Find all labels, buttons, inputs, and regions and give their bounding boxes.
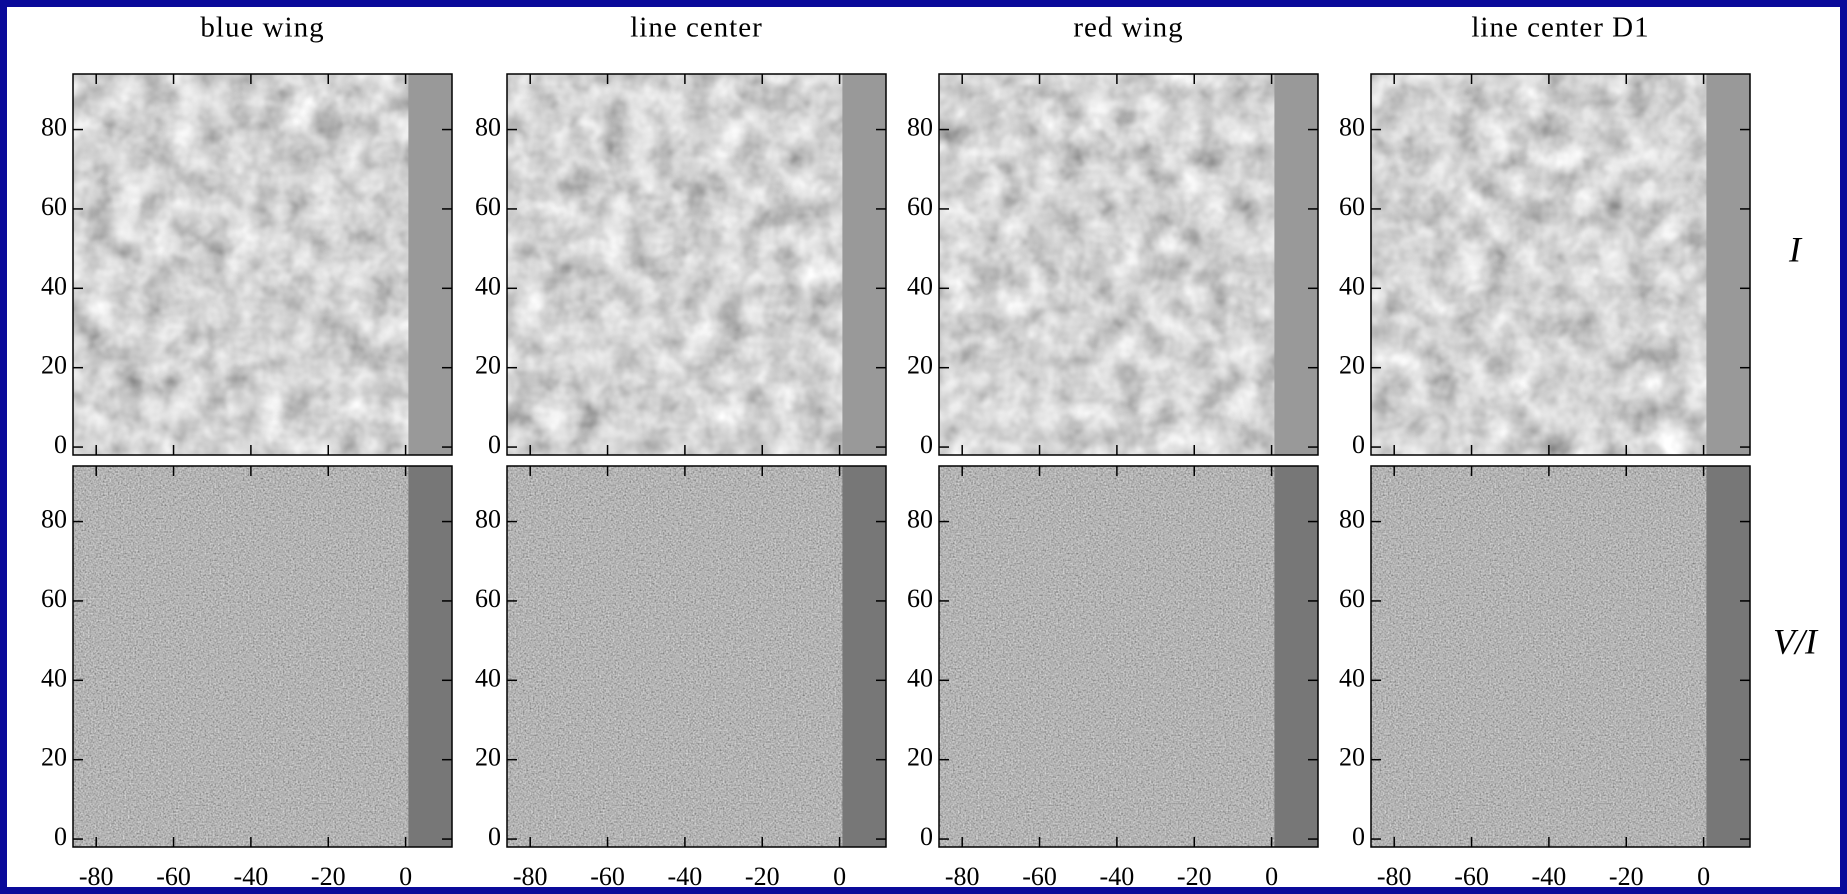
row-label: V/I xyxy=(1773,621,1819,661)
y-tick-label: 20 xyxy=(907,351,933,380)
y-tick-label: 80 xyxy=(1339,505,1365,534)
image-panel xyxy=(939,466,1318,847)
y-tick-label: 0 xyxy=(920,430,933,459)
y-tick-label: 40 xyxy=(907,271,933,300)
limb-strip xyxy=(1274,466,1318,847)
x-tick-label: -80 xyxy=(945,862,980,891)
panel-frame xyxy=(1370,73,1751,456)
limb-strip xyxy=(842,466,886,847)
y-tick-label: 60 xyxy=(1339,584,1365,613)
x-tick-label: -60 xyxy=(1022,862,1057,891)
limb-strip xyxy=(408,74,452,455)
row-label: I xyxy=(1788,229,1803,269)
image-panel xyxy=(73,74,452,455)
y-tick-label: 0 xyxy=(920,822,933,851)
y-tick-label: 60 xyxy=(907,192,933,221)
y-tick-label: 40 xyxy=(41,663,67,692)
panel-frame xyxy=(506,73,887,456)
panels: blue wing 0 20 40 60 80 0 20 40 60 80 -80 -60 -40 -20 0… xyxy=(41,12,1819,891)
x-tick-label: -20 xyxy=(1177,862,1212,891)
x-tick-label: 0 xyxy=(833,862,846,891)
x-tick-label: -80 xyxy=(79,862,114,891)
x-tick-label: 0 xyxy=(1265,862,1278,891)
x-tick-label: -40 xyxy=(1532,862,1567,891)
image-panel xyxy=(507,74,886,455)
y-tick-label: 20 xyxy=(41,743,67,772)
y-tick-label: 0 xyxy=(54,822,67,851)
image-panel xyxy=(507,466,886,847)
y-tick-label: 80 xyxy=(475,505,501,534)
x-tick-label: -40 xyxy=(668,862,703,891)
x-tick-label: 0 xyxy=(399,862,412,891)
y-tick-label: 80 xyxy=(1339,113,1365,142)
y-tick-label: 60 xyxy=(475,192,501,221)
panel-frame xyxy=(506,465,887,848)
column-title: blue wing xyxy=(200,12,324,44)
y-tick-label: 60 xyxy=(1339,192,1365,221)
y-tick-label: 40 xyxy=(907,663,933,692)
y-tick-label: 20 xyxy=(475,351,501,380)
image-panel xyxy=(939,74,1318,455)
image-panel xyxy=(1371,74,1750,455)
y-tick-label: 0 xyxy=(1352,430,1365,459)
y-tick-label: 0 xyxy=(488,822,501,851)
panel-frame xyxy=(938,465,1319,848)
y-tick-label: 40 xyxy=(1339,663,1365,692)
x-tick-label: -40 xyxy=(234,862,269,891)
x-tick-label: -20 xyxy=(311,862,346,891)
y-tick-label: 80 xyxy=(907,113,933,142)
image-panel xyxy=(1371,466,1750,847)
panel-frame xyxy=(1370,465,1751,848)
column-title: red wing xyxy=(1073,12,1183,44)
y-tick-label: 0 xyxy=(54,430,67,459)
panel-frame xyxy=(72,465,453,848)
x-tick-label: 0 xyxy=(1697,862,1710,891)
x-tick-label: -80 xyxy=(513,862,548,891)
x-tick-label: -20 xyxy=(1609,862,1644,891)
panel-frame xyxy=(938,73,1319,456)
y-tick-label: 80 xyxy=(907,505,933,534)
y-tick-label: 80 xyxy=(41,505,67,534)
y-tick-label: 20 xyxy=(1339,351,1365,380)
y-tick-label: 40 xyxy=(41,271,67,300)
x-tick-label: -40 xyxy=(1100,862,1135,891)
y-tick-label: 60 xyxy=(907,584,933,613)
x-tick-label: -80 xyxy=(1377,862,1412,891)
x-tick-label: -60 xyxy=(1454,862,1489,891)
column-title: line center xyxy=(630,12,763,44)
column-title: line center D1 xyxy=(1471,12,1649,44)
y-tick-label: 40 xyxy=(475,271,501,300)
limb-strip xyxy=(1706,74,1750,455)
limb-strip xyxy=(842,74,886,455)
y-tick-label: 60 xyxy=(475,584,501,613)
y-tick-label: 80 xyxy=(41,113,67,142)
x-tick-label: -60 xyxy=(156,862,191,891)
y-tick-label: 80 xyxy=(475,113,501,142)
limb-strip xyxy=(1706,466,1750,847)
image-panel xyxy=(73,466,452,847)
panel-frame xyxy=(72,73,453,456)
y-tick-label: 60 xyxy=(41,584,67,613)
x-tick-label: -60 xyxy=(590,862,625,891)
y-tick-label: 0 xyxy=(488,430,501,459)
x-tick-label: -20 xyxy=(745,862,780,891)
y-tick-label: 20 xyxy=(907,743,933,772)
limb-strip xyxy=(1274,74,1318,455)
y-tick-label: 20 xyxy=(475,743,501,772)
y-tick-label: 60 xyxy=(41,192,67,221)
y-tick-label: 20 xyxy=(1339,743,1365,772)
y-tick-label: 40 xyxy=(1339,271,1365,300)
y-tick-label: 40 xyxy=(475,663,501,692)
y-tick-label: 0 xyxy=(1352,822,1365,851)
y-tick-label: 20 xyxy=(41,351,67,380)
limb-strip xyxy=(408,466,452,847)
